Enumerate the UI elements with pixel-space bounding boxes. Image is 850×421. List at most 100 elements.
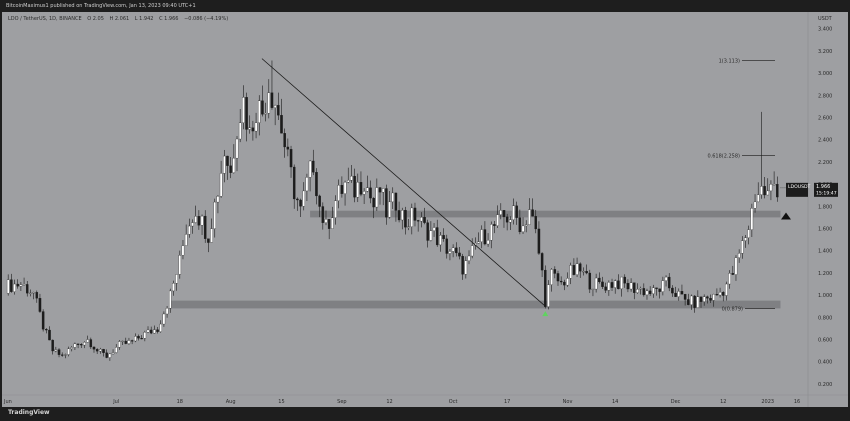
candle-down bbox=[658, 288, 661, 292]
symbol-tag bbox=[786, 182, 808, 197]
candle-up bbox=[756, 194, 760, 203]
candle-down bbox=[283, 133, 286, 148]
tradingview-logo: TradingView bbox=[8, 409, 50, 416]
candle-up bbox=[308, 160, 312, 178]
candle-up bbox=[407, 226, 410, 228]
candle-up bbox=[172, 283, 175, 292]
candle-up bbox=[420, 217, 423, 222]
candle-down bbox=[706, 296, 709, 299]
y-tick-label: 1.800 bbox=[818, 204, 832, 210]
candle-up bbox=[165, 307, 169, 315]
candle-up bbox=[86, 339, 89, 343]
candle-up bbox=[334, 200, 337, 218]
candle-down bbox=[604, 286, 607, 291]
candle-up bbox=[159, 323, 162, 332]
black-arrow-marker bbox=[781, 212, 791, 220]
candle-up bbox=[19, 284, 23, 287]
candle-down bbox=[92, 346, 96, 350]
candle-down bbox=[413, 207, 417, 221]
candle-down bbox=[626, 283, 630, 290]
fib-label: 1(3.113) bbox=[719, 59, 740, 65]
candle-down bbox=[435, 227, 439, 246]
candle-up bbox=[178, 255, 182, 275]
candle-up bbox=[118, 341, 121, 348]
candle-up bbox=[73, 343, 77, 348]
candle-down bbox=[35, 292, 39, 299]
x-tick-label: 12 bbox=[720, 399, 726, 405]
change-value: −0.086 (−4.19%) bbox=[184, 16, 229, 22]
candle-up bbox=[509, 219, 512, 223]
candle-up bbox=[490, 224, 493, 241]
symbol-info-line: LDO / TetherUS, 1D, BINANCE O 2.05 H 2.0… bbox=[8, 16, 232, 22]
candle-down bbox=[563, 281, 566, 286]
candle-down bbox=[518, 217, 522, 233]
candle-up bbox=[432, 227, 436, 231]
last-price-symbol: LDOUSDT bbox=[788, 184, 811, 190]
candle-up bbox=[127, 340, 131, 344]
candle-up bbox=[661, 280, 665, 292]
x-tick-label: 14 bbox=[612, 399, 618, 405]
candle-down bbox=[207, 238, 210, 243]
candle-down bbox=[633, 282, 636, 293]
candle-down bbox=[442, 235, 445, 240]
candle-up bbox=[718, 292, 722, 296]
candle-up bbox=[639, 288, 642, 290]
candle-down bbox=[680, 291, 684, 295]
candle-up bbox=[64, 354, 67, 356]
x-tick-label: Aug bbox=[226, 399, 236, 405]
close-value: C 1.966 bbox=[159, 16, 179, 22]
candle-down bbox=[289, 149, 293, 168]
candle-down bbox=[693, 295, 696, 308]
resistance-zone bbox=[310, 210, 781, 218]
candle-up bbox=[629, 282, 633, 290]
x-tick-label: Jul bbox=[112, 399, 119, 405]
candle-down bbox=[598, 277, 601, 283]
y-tick-label: 0.200 bbox=[818, 382, 832, 388]
candle-up bbox=[153, 329, 156, 334]
candle-down bbox=[553, 269, 557, 274]
candle-down bbox=[340, 185, 344, 194]
y-tick-label: 3.400 bbox=[818, 27, 832, 33]
candle-up bbox=[210, 228, 213, 243]
candle-up bbox=[712, 294, 715, 301]
candle-up bbox=[366, 187, 369, 192]
candle-down bbox=[57, 349, 61, 355]
candle-up bbox=[477, 241, 480, 244]
candle-down bbox=[731, 273, 735, 275]
candle-up bbox=[464, 260, 468, 275]
candle-down bbox=[130, 340, 134, 342]
y-tick-label: 1.600 bbox=[818, 226, 832, 232]
candle-up bbox=[664, 276, 668, 281]
candle-down bbox=[505, 216, 509, 223]
y-tick-label: 0.400 bbox=[818, 360, 832, 366]
low-value: L 1.942 bbox=[134, 16, 154, 22]
candle-down bbox=[277, 105, 280, 116]
open-value: O 2.05 bbox=[87, 16, 104, 22]
price-tag bbox=[814, 182, 838, 197]
candle-down bbox=[394, 192, 398, 211]
candle-down bbox=[41, 311, 45, 330]
candle-down bbox=[623, 276, 626, 284]
candle-up bbox=[591, 288, 595, 291]
candle-down bbox=[105, 352, 108, 358]
candle-up bbox=[213, 201, 217, 229]
candle-up bbox=[121, 340, 124, 343]
candle-up bbox=[232, 157, 236, 173]
candle-up bbox=[343, 181, 347, 194]
candle-down bbox=[461, 256, 464, 275]
candle-up bbox=[737, 253, 741, 258]
candle-up bbox=[83, 342, 86, 346]
candle-down bbox=[280, 115, 283, 134]
time-axis bbox=[2, 395, 848, 407]
candle-down bbox=[149, 329, 153, 334]
candle-down bbox=[296, 198, 299, 201]
candle-down bbox=[722, 292, 725, 296]
candle-up bbox=[547, 284, 550, 307]
candle-up bbox=[337, 185, 340, 201]
candle-down bbox=[229, 165, 232, 173]
candle-down bbox=[585, 271, 588, 274]
candle-down bbox=[426, 222, 429, 241]
candle-up bbox=[191, 222, 194, 227]
